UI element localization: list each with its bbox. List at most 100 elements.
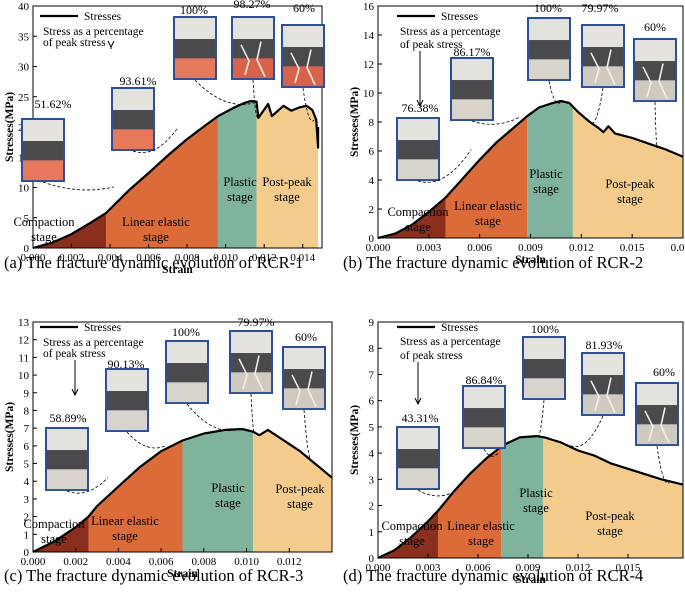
specimen-top-cap	[583, 354, 623, 376]
x-tick-label: 0.006	[467, 242, 492, 254]
caption-b: (b) The fracture dynamic evolution of RC…	[343, 253, 644, 272]
figure: 0.000 0.002 0.004 0.006 0.008 0.010 0.012 0.014…	[4, 0, 685, 584]
stage-area-plastic-stage	[501, 436, 543, 558]
specimen-top-cap	[231, 332, 271, 354]
specimen-top-cap	[175, 18, 215, 40]
specimen-coal-band	[452, 80, 492, 100]
y-tick-label: 40	[18, 1, 30, 13]
percent-label: 79.97%	[238, 315, 275, 329]
specimen-photo	[462, 385, 506, 449]
percent-label: 93.61%	[120, 74, 157, 88]
specimen-pointer	[483, 448, 499, 457]
y-tick-label: 0	[24, 243, 30, 255]
specimen-bottom-rock	[524, 378, 564, 399]
stage-area-plastic-stage	[217, 100, 257, 248]
y-tick-label: 10	[18, 183, 30, 195]
stage-label: Linear elastic	[447, 519, 515, 533]
x-tick-label: 0.003	[416, 562, 441, 574]
y-tick-label: 2	[24, 512, 30, 524]
specimen-bottom-rock	[398, 468, 438, 489]
stage-label: stage	[41, 532, 67, 546]
specimen-top-cap	[47, 429, 87, 451]
stage-label: stage	[405, 220, 431, 234]
specimen-top-cap	[635, 40, 675, 62]
note-arrow-head	[416, 99, 424, 108]
y-tick-label: 7	[369, 369, 375, 381]
panel-c: 0.000 0.002 0.004 0.006 0.008 0.010 0.01201234…	[4, 315, 333, 580]
y-tick-label: 5	[24, 213, 30, 225]
x-tick-label: 0.012	[566, 562, 591, 574]
x-tick-label: 0.002	[63, 556, 88, 568]
y-tick-label: 12	[18, 335, 29, 347]
x-tick-label: 0.006	[466, 562, 491, 574]
specimen-top-cap	[583, 26, 623, 48]
specimen-bottom-rock	[284, 388, 324, 409]
y-axis-label: Stresses(MPa)	[4, 92, 16, 162]
specimen-top-cap	[524, 338, 564, 360]
stage-area-compaction-stage	[33, 212, 107, 248]
stage-label: Compaction	[23, 517, 85, 531]
specimen-bottom-rock	[167, 382, 207, 403]
specimen-crack	[590, 377, 616, 414]
specimen-photo	[633, 38, 677, 102]
stage-label: Post-peak	[275, 482, 325, 496]
x-tick-label: 0.015	[620, 242, 645, 254]
percent-label: 100%	[531, 322, 559, 336]
percent-label: 58.89%	[50, 411, 87, 425]
specimen-pointer	[302, 87, 315, 122]
stage-label: stage	[475, 214, 501, 228]
specimen-coal-band	[398, 140, 438, 160]
specimen-bottom-rock	[583, 394, 623, 415]
y-tick-label: 1	[369, 527, 375, 539]
stage-area-compaction-stage	[33, 516, 89, 552]
specimen-crack	[642, 63, 668, 100]
specimen-bottom-rock	[637, 424, 677, 445]
specimen-photo	[105, 368, 149, 432]
stage-area-post-peak-stage	[256, 101, 319, 248]
specimen-photo	[229, 330, 273, 394]
specimen-photo	[282, 346, 326, 410]
x-tick-label: 0.012	[277, 556, 302, 568]
x-axis-label: Strain	[162, 264, 193, 276]
specimen-top-cap	[113, 89, 153, 111]
specimen-top-cap	[23, 120, 63, 142]
y-tick-label: 2	[369, 204, 375, 216]
caption-c: (c) The fracture dynamic evolution of RC…	[4, 566, 304, 585]
specimen-coal-band	[284, 369, 324, 389]
caption-d: (d) The fracture dynamic evolution of RC…	[343, 566, 644, 585]
y-tick-label: 6	[24, 441, 30, 453]
specimen-photo	[231, 16, 275, 80]
stress-strain-curve	[32, 99, 320, 250]
legend-label: Stresses	[441, 322, 479, 334]
specimen-pointer	[654, 101, 658, 149]
x-tick-label: 0.014	[290, 252, 315, 264]
specimen-coal-band	[464, 408, 504, 428]
x-axis-label: Strain	[167, 568, 198, 580]
percent-label: 100%	[534, 1, 562, 15]
stage-label: Plastic	[519, 486, 553, 500]
x-tick-label: 0.008	[191, 556, 216, 568]
note-arrow-head	[71, 388, 79, 397]
legend-note: of peak stress	[43, 348, 106, 360]
percent-label: 60%	[653, 365, 675, 379]
specimen-pointer	[569, 415, 604, 447]
specimen-pointer	[66, 477, 109, 494]
specimen-top-cap	[107, 370, 147, 392]
specimen-bottom-rock	[529, 59, 569, 80]
specimen-pointer	[132, 127, 178, 153]
specimen-pointer	[589, 87, 604, 124]
y-tick-label: 2	[369, 501, 375, 513]
specimen-bottom-rock	[452, 99, 492, 120]
specimen-photo	[635, 382, 679, 446]
x-tick-label: 0.004	[106, 556, 131, 568]
specimen-bottom-rock	[231, 372, 271, 393]
stage-area-compaction-stage	[378, 197, 446, 238]
specimen-photo	[396, 117, 440, 181]
specimen-crack	[291, 371, 317, 408]
stage-label: stage	[287, 497, 313, 511]
stage-label: Plastic	[529, 167, 563, 181]
specimen-pointer	[42, 181, 115, 191]
x-tick-label: 0.015	[616, 562, 641, 574]
percent-label: 81.93%	[586, 338, 623, 352]
panel-d: 0.000 0.003 0.006 0.009 0.012 0.015 0 1 2 3 4 5 6 7 8 9…	[349, 317, 684, 584]
